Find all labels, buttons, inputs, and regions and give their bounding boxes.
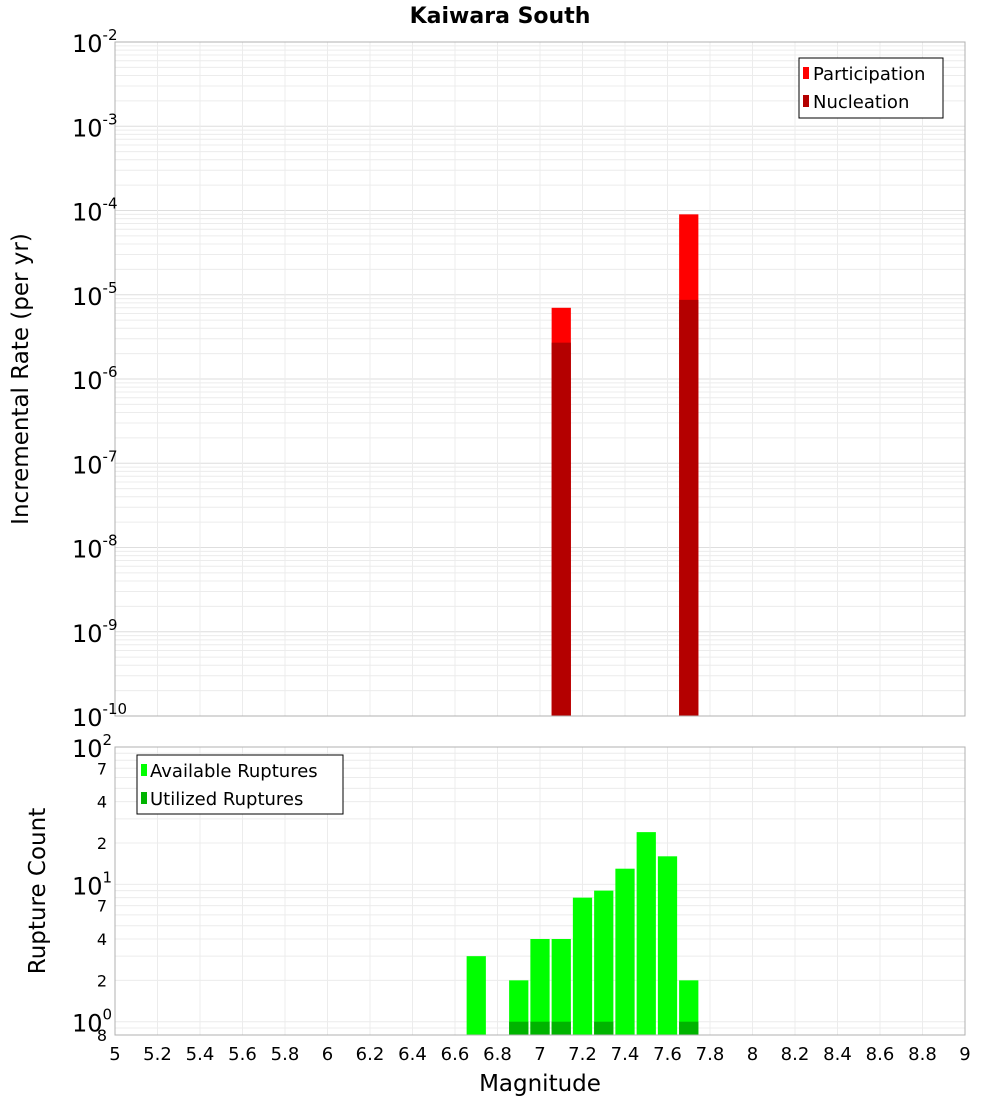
bar-available — [636, 832, 656, 1035]
legend-label-nucleation: Nucleation — [813, 92, 909, 113]
y-tick-label: 10-2 — [72, 26, 118, 58]
bar-available — [679, 980, 699, 1035]
bar-available — [466, 956, 486, 1035]
y-minor-tick-label: 4 — [97, 793, 107, 812]
bar-utilized — [594, 1021, 614, 1035]
legend-label-participation: Participation — [813, 64, 925, 85]
bottom-legend: Available Ruptures Utilized Ruptures — [136, 754, 344, 815]
bottom-y-axis-label: Rupture Count — [25, 808, 51, 974]
x-tick-label: 7.2 — [568, 1044, 597, 1065]
bar-nucleation — [679, 299, 699, 716]
x-tick-label: 5.6 — [228, 1044, 257, 1065]
chart-title: Kaiwara South — [410, 4, 591, 29]
x-tick-label: 6.4 — [398, 1044, 427, 1065]
y-tick-label: 10-4 — [72, 195, 118, 227]
y-tick-label: 10-6 — [72, 363, 118, 395]
top-legend-box — [798, 57, 944, 119]
x-tick-label: 8.8 — [908, 1044, 937, 1065]
x-tick-label: 6.2 — [356, 1044, 385, 1065]
bar-available — [594, 890, 614, 1035]
bar-available — [509, 980, 529, 1035]
x-tick-label: 7.8 — [696, 1044, 725, 1065]
bar-available — [657, 856, 678, 1035]
bar-available — [530, 939, 550, 1035]
top-legend: Participation Nucleation — [798, 57, 944, 119]
x-tick-label: 6.6 — [441, 1044, 470, 1065]
bar-nucleation — [551, 342, 571, 716]
y-minor-tick-label: 2 — [97, 971, 107, 990]
x-tick-label: 9 — [959, 1044, 970, 1065]
y-tick-label: 101 — [72, 868, 112, 900]
y-minor-tick-label: 7 — [97, 897, 107, 916]
bottom-plot-frame — [114, 746, 966, 1036]
y-minor-tick-label: 4 — [97, 930, 107, 949]
y-tick-label: 10-7 — [72, 447, 118, 479]
y-minor-tick-label: 8 — [97, 1026, 107, 1045]
x-tick-label: 5.8 — [271, 1044, 300, 1065]
legend-swatch-participation — [803, 67, 809, 79]
x-tick-label: 7.4 — [611, 1044, 640, 1065]
x-tick-label: 6.8 — [483, 1044, 512, 1065]
bar-available — [572, 897, 593, 1035]
bar-utilized — [679, 1021, 699, 1035]
bar-utilized — [551, 1021, 571, 1035]
bottom-plot-bars — [466, 832, 699, 1035]
y-minor-tick-label: 2 — [97, 834, 107, 853]
x-tick-label: 7.6 — [653, 1044, 682, 1065]
y-tick-label: 10-3 — [72, 110, 118, 142]
x-tick-label: 8.4 — [823, 1044, 852, 1065]
x-tick-label: 8.6 — [866, 1044, 895, 1065]
legend-label-available: Available Ruptures — [150, 761, 318, 782]
bottom-y-ticks: 102 101 100 7 4 2 7 4 2 8 — [72, 731, 112, 1045]
legend-swatch-utilized — [141, 792, 147, 804]
bar-utilized — [509, 1021, 529, 1035]
y-tick-label: 10-5 — [72, 279, 118, 311]
top-plot-bars — [551, 214, 699, 716]
legend-swatch-available — [141, 764, 147, 776]
x-tick-label: 8 — [747, 1044, 758, 1065]
top-y-ticks: 10-2 10-3 10-4 10-5 10-6 10-7 10-8 10-9 10-10 — [72, 26, 127, 732]
x-axis-ticks: 5 5.2 5.4 5.6 5.8 6 6.2 6.4 6.6 6.8 7 7.2 7.4 7.6 7.8 8… — [109, 1044, 970, 1065]
x-tick-label: 5 — [109, 1044, 120, 1065]
x-axis-label: Magnitude — [479, 1071, 601, 1097]
bottom-legend-box — [136, 754, 344, 815]
legend-swatch-nucleation — [803, 95, 809, 107]
top-plot-frame — [114, 41, 966, 717]
x-tick-label: 5.2 — [143, 1044, 172, 1065]
y-minor-tick-label: 7 — [97, 759, 107, 778]
top-y-axis-label: Incremental Rate (per yr) — [8, 233, 34, 525]
y-tick-label: 100 — [72, 1006, 112, 1038]
bar-available — [615, 868, 635, 1035]
y-tick-label: 10-8 — [72, 532, 118, 564]
bar-available — [551, 939, 571, 1035]
top-plot-grid — [114, 42, 966, 717]
bar-utilized — [530, 1021, 550, 1035]
y-tick-label: 10-9 — [72, 616, 118, 648]
x-tick-label: 8.2 — [781, 1044, 810, 1065]
y-tick-label: 102 — [72, 731, 112, 763]
x-tick-label: 6 — [322, 1044, 333, 1065]
y-tick-label: 10-10 — [72, 700, 127, 732]
x-tick-label: 7 — [534, 1044, 545, 1065]
legend-label-utilized: Utilized Ruptures — [150, 789, 303, 810]
x-tick-label: 5.4 — [186, 1044, 215, 1065]
